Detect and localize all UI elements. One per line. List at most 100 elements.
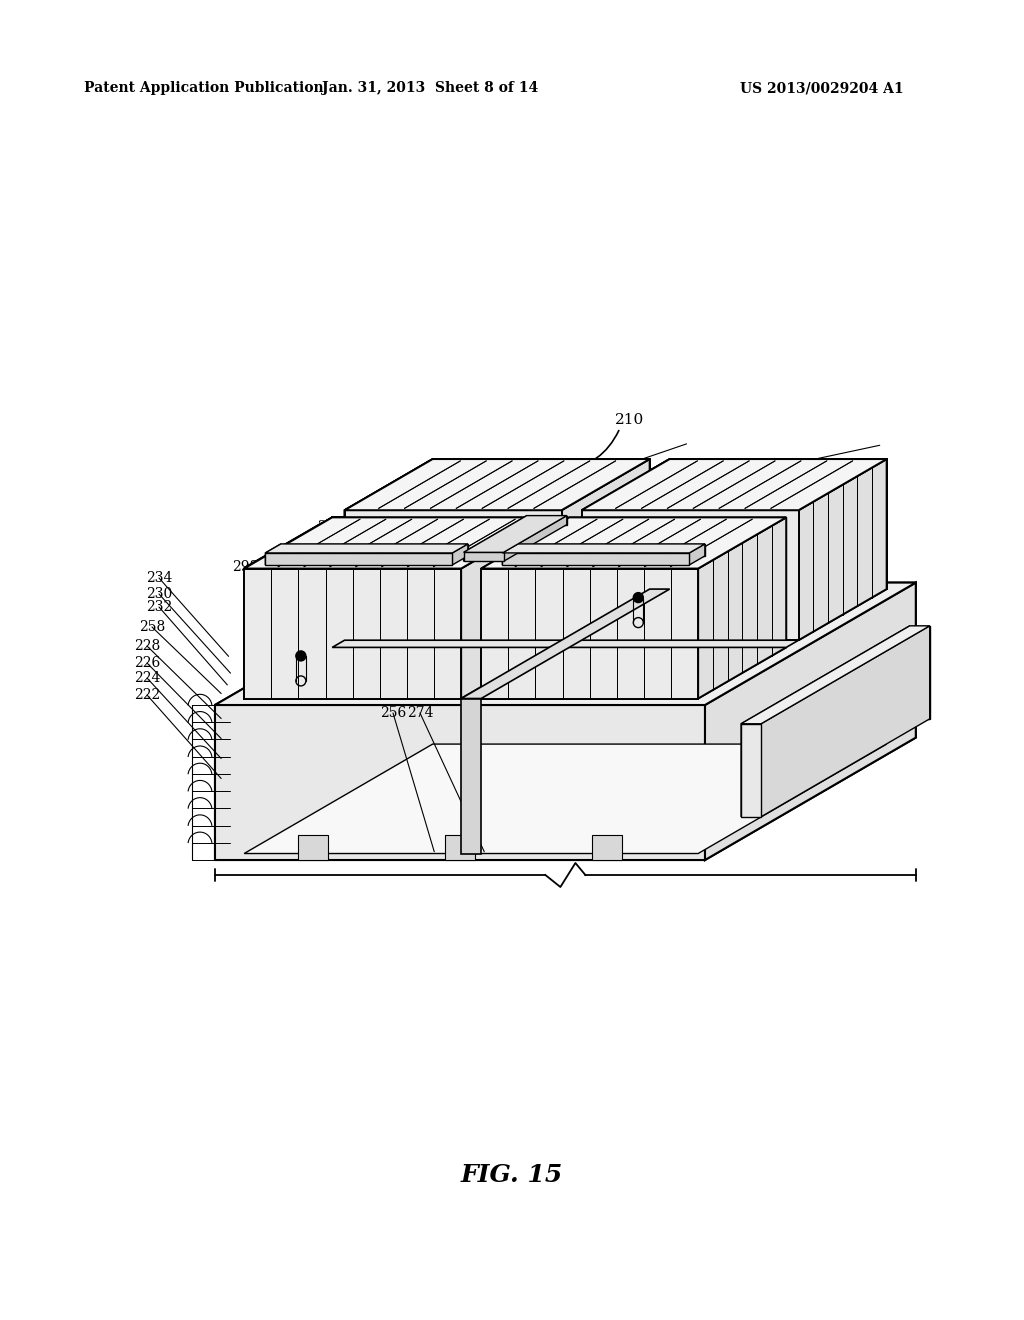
Polygon shape	[561, 459, 649, 640]
Polygon shape	[244, 744, 887, 854]
Polygon shape	[461, 589, 670, 698]
Polygon shape	[582, 511, 799, 640]
Polygon shape	[582, 459, 887, 511]
Polygon shape	[464, 516, 567, 552]
Polygon shape	[761, 626, 930, 817]
Polygon shape	[461, 698, 481, 854]
Polygon shape	[698, 517, 786, 698]
Text: 282: 282	[535, 673, 561, 686]
Polygon shape	[741, 723, 761, 817]
Text: 258: 258	[139, 620, 165, 634]
Polygon shape	[481, 517, 569, 698]
Text: 210: 210	[615, 413, 645, 426]
Polygon shape	[345, 459, 432, 640]
Text: 250: 250	[291, 548, 317, 562]
Text: 286: 286	[335, 541, 361, 554]
Text: 288: 288	[584, 525, 610, 539]
Polygon shape	[705, 582, 915, 861]
Polygon shape	[582, 459, 670, 640]
Polygon shape	[464, 552, 504, 561]
Polygon shape	[741, 626, 930, 723]
Polygon shape	[432, 459, 649, 589]
Polygon shape	[265, 544, 281, 565]
Polygon shape	[244, 517, 549, 569]
Text: 220: 220	[449, 681, 475, 696]
Polygon shape	[281, 544, 468, 556]
Text: 276: 276	[657, 553, 684, 568]
Polygon shape	[481, 517, 786, 569]
Polygon shape	[582, 511, 799, 640]
Polygon shape	[332, 517, 549, 647]
Polygon shape	[461, 517, 549, 698]
Polygon shape	[432, 459, 649, 589]
Polygon shape	[504, 516, 567, 561]
Polygon shape	[526, 516, 567, 524]
Polygon shape	[244, 517, 549, 569]
Text: 254: 254	[545, 661, 571, 675]
Polygon shape	[265, 553, 453, 565]
Polygon shape	[345, 459, 649, 511]
Text: Patent Application Publication: Patent Application Publication	[84, 81, 324, 95]
Polygon shape	[298, 836, 328, 861]
Text: 284: 284	[610, 536, 637, 550]
Polygon shape	[345, 459, 649, 511]
Text: 292: 292	[587, 498, 613, 512]
Text: 260: 260	[669, 572, 695, 585]
Circle shape	[633, 593, 643, 603]
Text: 232: 232	[145, 601, 172, 614]
Text: 252: 252	[361, 528, 388, 543]
Polygon shape	[445, 836, 475, 861]
Text: US 2013/0029204 A1: US 2013/0029204 A1	[740, 81, 903, 95]
Text: 294: 294	[270, 560, 297, 574]
Polygon shape	[332, 640, 799, 647]
Polygon shape	[464, 516, 526, 561]
Polygon shape	[345, 511, 561, 640]
Text: 222: 222	[134, 688, 160, 702]
Polygon shape	[481, 517, 786, 569]
Text: 290: 290	[316, 520, 343, 535]
Polygon shape	[332, 517, 549, 647]
Polygon shape	[909, 626, 930, 719]
Polygon shape	[582, 459, 887, 511]
Polygon shape	[215, 582, 915, 705]
Text: 226: 226	[134, 656, 160, 671]
Polygon shape	[503, 553, 689, 565]
Text: 300: 300	[377, 502, 403, 515]
Polygon shape	[481, 569, 698, 698]
Polygon shape	[705, 582, 915, 861]
Polygon shape	[518, 544, 705, 556]
Polygon shape	[689, 544, 705, 565]
Text: 228: 228	[134, 639, 160, 653]
Text: 296: 296	[529, 486, 556, 500]
Polygon shape	[244, 744, 887, 854]
Text: 270: 270	[471, 669, 498, 682]
Polygon shape	[244, 569, 461, 698]
Polygon shape	[481, 517, 569, 698]
Text: 298: 298	[231, 560, 258, 574]
Polygon shape	[503, 544, 705, 553]
Polygon shape	[670, 459, 887, 589]
Polygon shape	[582, 459, 670, 640]
Text: 230: 230	[145, 587, 172, 601]
Polygon shape	[215, 705, 705, 861]
Polygon shape	[345, 459, 432, 640]
Text: Jan. 31, 2013  Sheet 8 of 14: Jan. 31, 2013 Sheet 8 of 14	[322, 81, 539, 95]
Polygon shape	[345, 511, 561, 640]
Text: 278: 278	[509, 686, 536, 701]
Polygon shape	[569, 517, 786, 647]
Polygon shape	[799, 459, 887, 640]
Polygon shape	[481, 569, 698, 698]
Polygon shape	[592, 836, 622, 861]
Text: 280: 280	[638, 546, 665, 560]
Text: 256: 256	[380, 706, 407, 719]
Polygon shape	[741, 626, 909, 817]
Polygon shape	[244, 517, 332, 698]
Polygon shape	[799, 459, 887, 640]
Polygon shape	[698, 517, 786, 698]
Text: 272: 272	[597, 645, 624, 660]
Text: 234: 234	[145, 572, 172, 585]
Polygon shape	[561, 459, 649, 640]
Polygon shape	[244, 569, 461, 698]
Polygon shape	[215, 705, 705, 861]
Text: 274: 274	[407, 706, 433, 719]
